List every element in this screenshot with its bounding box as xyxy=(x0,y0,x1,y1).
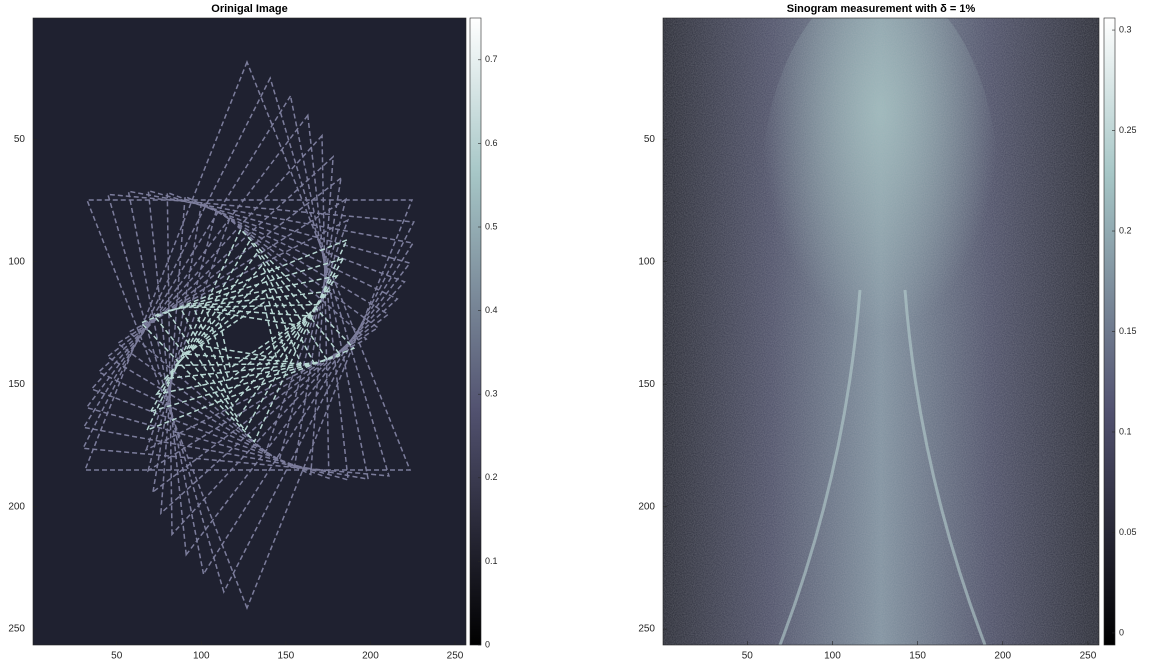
x-tick-label: 150 xyxy=(278,651,295,662)
colorbar-tick-label: 0 xyxy=(485,639,490,649)
colorbar-tick-label: 0.1 xyxy=(485,556,498,566)
colorbar-tick-label: 0.2 xyxy=(1119,225,1132,235)
y-tick-label: 50 xyxy=(14,134,26,145)
x-tick-label: 100 xyxy=(193,651,210,662)
x-tick-label: 50 xyxy=(742,651,754,662)
x-tick-label: 50 xyxy=(111,651,123,662)
x-tick-label: 150 xyxy=(909,651,926,662)
x-tick-label: 250 xyxy=(447,651,464,662)
colorbar-tick-label: 0.7 xyxy=(485,54,498,64)
y-tick-label: 250 xyxy=(8,624,25,635)
colorbar-tick-label: 0 xyxy=(1119,627,1124,637)
image-original xyxy=(33,18,466,645)
chart-title: Orinigal Image xyxy=(211,3,287,15)
colorbar-tick-label: 0.4 xyxy=(485,305,498,315)
y-tick-label: 150 xyxy=(8,379,25,390)
colorbar-tick-label: 0.25 xyxy=(1119,125,1137,135)
image-sinogram xyxy=(663,18,1099,645)
chart-title: Sinogram measurement with δ = 1% xyxy=(787,3,976,15)
colorbar-tick-label: 0.6 xyxy=(485,138,498,148)
y-tick-label: 50 xyxy=(644,134,656,145)
axes-frame xyxy=(662,17,1100,646)
colorbar-tick-label: 0.5 xyxy=(485,221,498,231)
colorbar-tick-label: 0.1 xyxy=(1119,426,1132,436)
y-tick-label: 100 xyxy=(8,256,25,267)
x-tick-label: 200 xyxy=(362,651,379,662)
colorbar-tick-label: 0.3 xyxy=(485,389,498,399)
y-tick-label: 200 xyxy=(8,501,25,512)
colorbar-tick-label: 0.2 xyxy=(485,472,498,482)
x-tick-label: 100 xyxy=(824,651,841,662)
y-tick-label: 150 xyxy=(638,379,655,390)
x-tick-label: 200 xyxy=(994,651,1011,662)
y-tick-label: 250 xyxy=(638,624,655,635)
colorbar-tick-label: 0.05 xyxy=(1119,527,1137,537)
colorbar xyxy=(469,17,482,646)
x-tick-label: 250 xyxy=(1080,651,1097,662)
colorbar-tick-label: 0.15 xyxy=(1119,326,1137,336)
y-tick-label: 200 xyxy=(638,501,655,512)
axes-frame xyxy=(32,17,467,646)
colorbar-tick-label: 0.3 xyxy=(1119,24,1132,34)
y-tick-label: 100 xyxy=(638,256,655,267)
